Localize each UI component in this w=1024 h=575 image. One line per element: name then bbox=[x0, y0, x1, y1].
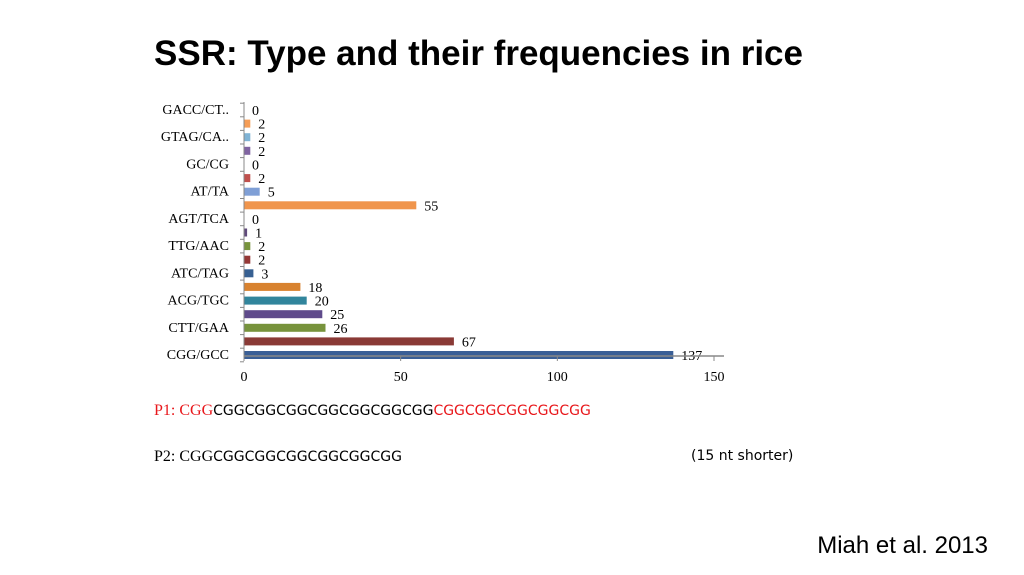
value-label-10: 2 bbox=[258, 240, 265, 255]
category-labels-layer: GACC/CT.. GTAG/CA.. GC/CG AT/TA AGT/TCA TTG/A… bbox=[161, 103, 230, 363]
category-label-5: TTG/AAC bbox=[168, 239, 229, 254]
bar-18 bbox=[244, 351, 674, 359]
bar-2 bbox=[244, 133, 251, 142]
bar-10 bbox=[244, 242, 251, 251]
value-label-14: 20 bbox=[315, 295, 329, 310]
category-label-3: AT/TA bbox=[190, 185, 229, 200]
category-label-7: ACG/TGC bbox=[168, 294, 229, 309]
bar-3 bbox=[244, 146, 251, 155]
value-label-11: 2 bbox=[258, 254, 265, 269]
category-label-9: CGG/GCC bbox=[167, 348, 229, 363]
sequence-p2-label: P2: bbox=[154, 448, 180, 465]
value-label-16: 26 bbox=[334, 322, 348, 337]
category-label-1: GTAG/CA.. bbox=[161, 130, 229, 145]
x-axis: 0 50 100 150 bbox=[240, 102, 725, 385]
value-label-4: 0 bbox=[252, 158, 259, 173]
value-label-7: 55 bbox=[424, 199, 438, 214]
bars-layer bbox=[244, 119, 674, 359]
value-label-0: 0 bbox=[252, 104, 259, 119]
sequence-p1-label: P1: bbox=[154, 402, 180, 419]
bar-7 bbox=[244, 201, 417, 210]
category-label-8: CTT/GAA bbox=[168, 321, 230, 336]
value-label-1: 2 bbox=[258, 118, 265, 133]
value-label-13: 18 bbox=[308, 281, 322, 296]
category-label-2: GC/CG bbox=[186, 157, 229, 172]
x-tick-label-1: 50 bbox=[394, 370, 408, 385]
sequence-p1-seg1: CGG bbox=[179, 402, 214, 419]
bar-17 bbox=[244, 337, 454, 346]
sequence-p1-seg3: CGGCGGCGGCGGCGG bbox=[433, 403, 591, 419]
value-label-17: 67 bbox=[462, 335, 476, 350]
sequence-p2: P2: CGGCGGCGGCGGCGGCGGCGG bbox=[154, 448, 402, 466]
value-label-8: 0 bbox=[252, 213, 259, 228]
citation: Miah et al. 2013 bbox=[817, 532, 988, 559]
slide-title: SSR: Type and their frequencies in rice bbox=[154, 34, 803, 73]
bar-11 bbox=[244, 255, 251, 264]
sequence-p2-seg2: CGGCGGCGGCGGCGGCGG bbox=[213, 449, 402, 465]
bar-12 bbox=[244, 269, 254, 278]
x-tick-label-3: 150 bbox=[704, 370, 725, 385]
value-label-3: 2 bbox=[258, 145, 265, 160]
category-label-4: AGT/TCA bbox=[168, 212, 230, 227]
bar-9 bbox=[244, 228, 248, 237]
sequence-p1: P1: CGGCGGCGGCGGCGGCGGCGGCGGCGGCGGCGGCGG… bbox=[154, 402, 591, 420]
bar-14 bbox=[244, 296, 307, 305]
value-label-15: 25 bbox=[330, 308, 344, 323]
bar-1 bbox=[244, 119, 251, 128]
x-tick-label-2: 100 bbox=[547, 370, 568, 385]
category-label-6: ATC/TAG bbox=[171, 266, 229, 281]
value-label-5: 2 bbox=[258, 172, 265, 187]
bar-6 bbox=[244, 187, 260, 196]
x-tick-label-0: 0 bbox=[241, 370, 248, 385]
length-note: (15 nt shorter) bbox=[691, 448, 794, 464]
value-label-9: 1 bbox=[255, 227, 262, 242]
bar-5 bbox=[244, 174, 251, 183]
value-label-6: 5 bbox=[268, 186, 275, 201]
value-label-12: 3 bbox=[261, 267, 268, 282]
value-label-2: 2 bbox=[258, 131, 265, 146]
bar-13 bbox=[244, 282, 301, 291]
bar-16 bbox=[244, 323, 326, 332]
category-label-0: GACC/CT.. bbox=[162, 103, 229, 118]
sequence-p2-seg1: CGG bbox=[179, 448, 214, 465]
bar-15 bbox=[244, 310, 323, 319]
sequence-p1-seg2: CGGCGGCGGCGGCGGCGGCGG bbox=[213, 403, 434, 419]
